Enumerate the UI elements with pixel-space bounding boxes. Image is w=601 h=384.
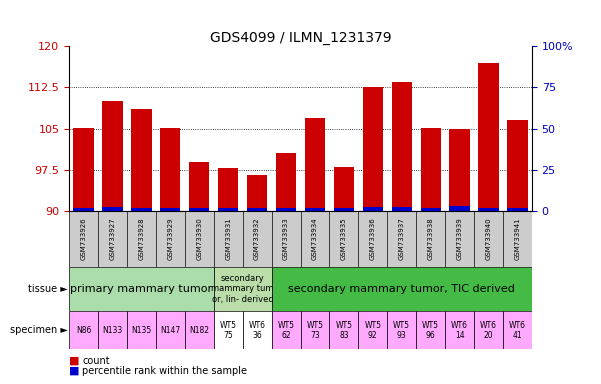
Bar: [98, 311, 127, 349]
Text: secondary mammary tumor, TIC derived: secondary mammary tumor, TIC derived: [288, 284, 515, 294]
Text: GSM733934: GSM733934: [312, 218, 318, 260]
Bar: [334, 209, 354, 211]
Text: GSM733930: GSM733930: [197, 218, 203, 260]
Text: GSM733928: GSM733928: [138, 218, 144, 260]
Text: ■: ■: [69, 356, 79, 366]
Text: GSM733938: GSM733938: [428, 218, 434, 260]
Bar: [416, 311, 445, 349]
Bar: [156, 311, 185, 349]
Text: GSM733936: GSM733936: [370, 218, 376, 260]
Text: WT5
96: WT5 96: [422, 321, 439, 339]
Text: N147: N147: [160, 326, 180, 335]
Bar: [305, 118, 325, 211]
Text: tissue ►: tissue ►: [28, 284, 68, 294]
Text: primary mammary tumor: primary mammary tumor: [70, 284, 213, 294]
Text: count: count: [82, 356, 110, 366]
Bar: [358, 311, 387, 349]
Bar: [69, 267, 214, 311]
Bar: [507, 121, 528, 211]
Text: WT6
14: WT6 14: [451, 321, 468, 339]
Bar: [69, 311, 98, 349]
Bar: [387, 311, 416, 349]
Bar: [450, 206, 470, 211]
Text: N182: N182: [189, 326, 209, 335]
Text: WT5
93: WT5 93: [393, 321, 410, 339]
Bar: [73, 209, 94, 211]
Text: N86: N86: [76, 326, 91, 335]
Bar: [160, 127, 180, 211]
Bar: [300, 311, 329, 349]
Bar: [131, 208, 151, 211]
Bar: [272, 311, 300, 349]
Bar: [392, 207, 412, 211]
Text: percentile rank within the sample: percentile rank within the sample: [82, 366, 248, 376]
Text: secondary
mammary tum
or, lin- derived: secondary mammary tum or, lin- derived: [212, 274, 274, 304]
Text: WT5
83: WT5 83: [335, 321, 352, 339]
Text: WT6
36: WT6 36: [249, 321, 266, 339]
Bar: [243, 311, 272, 349]
Bar: [445, 311, 474, 349]
Bar: [392, 82, 412, 211]
Text: GSM733931: GSM733931: [225, 218, 231, 260]
Bar: [73, 128, 94, 211]
Text: WT5
75: WT5 75: [220, 321, 237, 339]
Text: GSM733941: GSM733941: [514, 218, 520, 260]
Text: WT5
92: WT5 92: [364, 321, 381, 339]
Bar: [272, 267, 532, 311]
Text: WT6
41: WT6 41: [509, 321, 526, 339]
Text: GSM733927: GSM733927: [109, 218, 115, 260]
Bar: [503, 311, 532, 349]
Text: N135: N135: [131, 326, 151, 335]
Bar: [362, 88, 383, 211]
Bar: [478, 209, 499, 211]
Bar: [478, 63, 499, 211]
Text: GSM733935: GSM733935: [341, 218, 347, 260]
Text: GSM733940: GSM733940: [486, 218, 492, 260]
Bar: [160, 208, 180, 211]
Bar: [247, 175, 267, 211]
Bar: [214, 267, 272, 311]
Bar: [421, 209, 441, 211]
Bar: [450, 129, 470, 211]
Bar: [185, 311, 214, 349]
Bar: [474, 311, 503, 349]
Text: WT5
62: WT5 62: [278, 321, 294, 339]
Text: GSM733933: GSM733933: [283, 218, 289, 260]
Text: specimen ►: specimen ►: [10, 325, 68, 335]
Text: N133: N133: [102, 326, 123, 335]
Bar: [102, 207, 123, 211]
Bar: [189, 162, 209, 211]
Text: GSM733926: GSM733926: [81, 218, 87, 260]
Text: GSM733929: GSM733929: [167, 218, 173, 260]
Bar: [214, 311, 243, 349]
Text: GSM733937: GSM733937: [398, 218, 404, 260]
Bar: [329, 311, 358, 349]
Text: WT6
20: WT6 20: [480, 321, 497, 339]
Bar: [127, 311, 156, 349]
Bar: [131, 109, 151, 211]
Bar: [421, 127, 441, 211]
Bar: [218, 168, 239, 211]
Bar: [189, 209, 209, 211]
Text: WT5
73: WT5 73: [307, 321, 323, 339]
Text: GSM733932: GSM733932: [254, 218, 260, 260]
Bar: [334, 167, 354, 211]
Bar: [247, 209, 267, 211]
Title: GDS4099 / ILMN_1231379: GDS4099 / ILMN_1231379: [210, 31, 391, 45]
Bar: [305, 209, 325, 211]
Bar: [218, 209, 239, 211]
Text: GSM733939: GSM733939: [457, 218, 463, 260]
Bar: [507, 209, 528, 211]
Bar: [362, 207, 383, 211]
Bar: [276, 209, 296, 211]
Bar: [276, 153, 296, 211]
Bar: [102, 101, 123, 211]
Text: ■: ■: [69, 366, 79, 376]
